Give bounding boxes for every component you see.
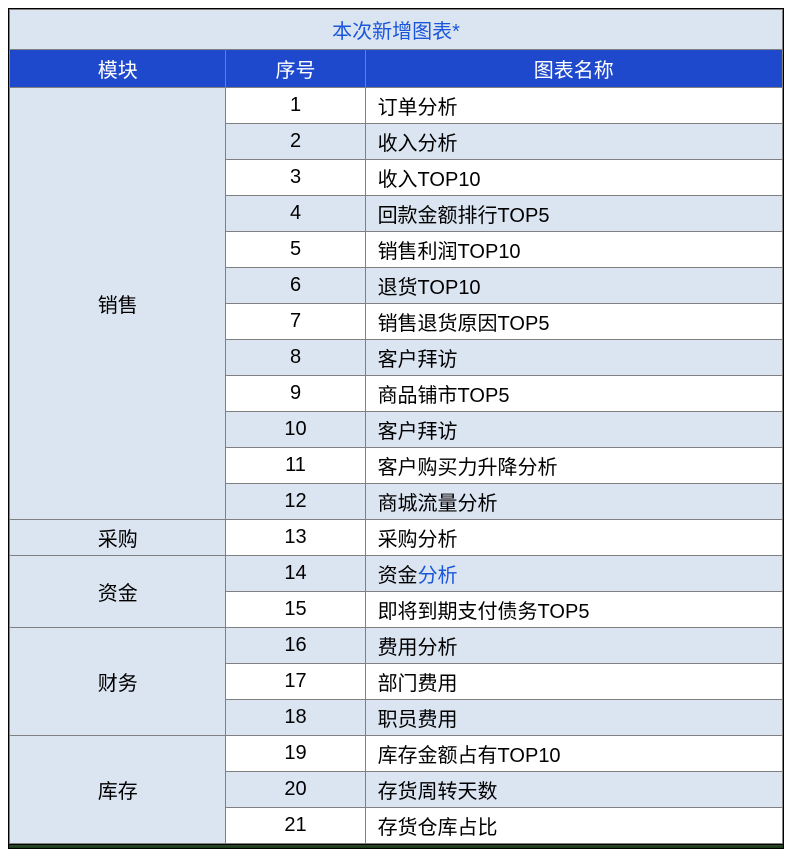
chart-name-cell: 存货仓库占比 bbox=[365, 808, 782, 844]
sequence-cell: 20 bbox=[226, 772, 365, 808]
chart-name-cell: 费用分析 bbox=[365, 628, 782, 664]
chart-name-cell: 客户拜访 bbox=[365, 340, 782, 376]
chart-name-cell: 订单分析 bbox=[365, 88, 782, 124]
chart-name-suffix: 分析 bbox=[418, 565, 458, 587]
sequence-cell: 7 bbox=[226, 304, 365, 340]
sequence-cell: 16 bbox=[226, 628, 365, 664]
module-cell: 销售 bbox=[10, 88, 226, 520]
module-cell: 库存 bbox=[10, 736, 226, 844]
sequence-cell: 8 bbox=[226, 340, 365, 376]
sequence-cell: 13 bbox=[226, 520, 365, 556]
chart-name-cell: 收入分析 bbox=[365, 124, 782, 160]
sequence-cell: 21 bbox=[226, 808, 365, 844]
chart-name-cell: 回款金额排行TOP5 bbox=[365, 196, 782, 232]
chart-name-cell: 库存金额占有TOP10 bbox=[365, 736, 782, 772]
table-row: 库存19库存金额占有TOP10 bbox=[10, 736, 783, 772]
chart-name-cell: 即将到期支付债务TOP5 bbox=[365, 592, 782, 628]
sequence-cell: 5 bbox=[226, 232, 365, 268]
chart-name-cell: 收入TOP10 bbox=[365, 160, 782, 196]
table-title-row: 本次新增图表* bbox=[10, 10, 783, 50]
chart-name-cell: 客户购买力升降分析 bbox=[365, 448, 782, 484]
table-row: 财务16费用分析 bbox=[10, 628, 783, 664]
sequence-cell: 9 bbox=[226, 376, 365, 412]
table-header-row: 模块序号图表名称 bbox=[10, 50, 783, 88]
sequence-cell: 4 bbox=[226, 196, 365, 232]
column-header-1: 序号 bbox=[226, 50, 365, 88]
sequence-cell: 2 bbox=[226, 124, 365, 160]
sequence-cell: 14 bbox=[226, 556, 365, 592]
table-bottom-edge bbox=[8, 845, 784, 849]
sequence-cell: 1 bbox=[226, 88, 365, 124]
chart-name-cell: 采购分析 bbox=[365, 520, 782, 556]
chart-name-cell: 销售利润TOP10 bbox=[365, 232, 782, 268]
module-cell: 财务 bbox=[10, 628, 226, 736]
sequence-cell: 12 bbox=[226, 484, 365, 520]
chart-name-cell: 退货TOP10 bbox=[365, 268, 782, 304]
chart-name-cell: 销售退货原因TOP5 bbox=[365, 304, 782, 340]
column-header-0: 模块 bbox=[10, 50, 226, 88]
chart-name-cell: 存货周转天数 bbox=[365, 772, 782, 808]
chart-name-cell: 资金分析 bbox=[365, 556, 782, 592]
chart-name-cell: 客户拜访 bbox=[365, 412, 782, 448]
chart-name-cell: 部门费用 bbox=[365, 664, 782, 700]
column-header-2: 图表名称 bbox=[365, 50, 782, 88]
table-row: 采购13采购分析 bbox=[10, 520, 783, 556]
table-title: 本次新增图表* bbox=[10, 10, 783, 50]
sequence-cell: 6 bbox=[226, 268, 365, 304]
chart-list-table-wrapper: 本次新增图表*模块序号图表名称销售1订单分析2收入分析3收入TOP104回款金额… bbox=[8, 8, 784, 845]
sequence-cell: 10 bbox=[226, 412, 365, 448]
sequence-cell: 15 bbox=[226, 592, 365, 628]
sequence-cell: 3 bbox=[226, 160, 365, 196]
module-cell: 资金 bbox=[10, 556, 226, 628]
table-row: 销售1订单分析 bbox=[10, 88, 783, 124]
sequence-cell: 19 bbox=[226, 736, 365, 772]
chart-name-prefix: 资金 bbox=[378, 565, 418, 587]
module-cell: 采购 bbox=[10, 520, 226, 556]
chart-name-cell: 商品铺市TOP5 bbox=[365, 376, 782, 412]
sequence-cell: 11 bbox=[226, 448, 365, 484]
sequence-cell: 18 bbox=[226, 700, 365, 736]
chart-name-cell: 商城流量分析 bbox=[365, 484, 782, 520]
chart-name-cell: 职员费用 bbox=[365, 700, 782, 736]
sequence-cell: 17 bbox=[226, 664, 365, 700]
table-row: 资金 14资金分析 bbox=[10, 556, 783, 592]
chart-list-table: 本次新增图表*模块序号图表名称销售1订单分析2收入分析3收入TOP104回款金额… bbox=[9, 9, 783, 844]
